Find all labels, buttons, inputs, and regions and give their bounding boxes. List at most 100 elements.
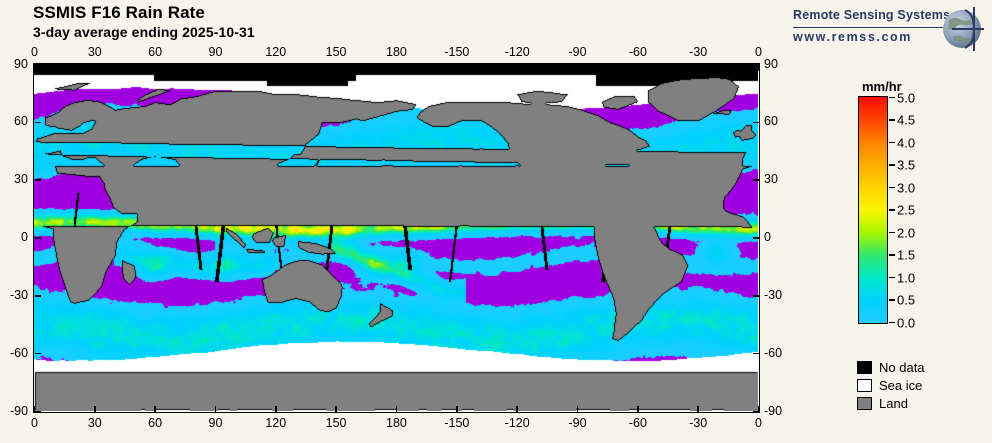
x-tick-bottom-7 xyxy=(456,405,458,412)
y-axis-label-left-6: -90 xyxy=(10,403,29,418)
x-axis-label-top-11: -30 xyxy=(689,45,708,59)
y-axis-label-right-1: 60 xyxy=(764,114,778,129)
colorbar-tick-7 xyxy=(889,254,895,256)
y-tick-right-4 xyxy=(752,295,759,297)
logo-divider xyxy=(793,27,945,28)
legend-swatch-land xyxy=(857,396,872,410)
legend-item-no-data: No data xyxy=(857,358,977,376)
colorbar-tick-label-8: 1.0 xyxy=(897,270,916,285)
colorbar-tick-label-2: 4.0 xyxy=(897,135,916,150)
y-tick-left-4 xyxy=(34,295,41,297)
x-axis-label-bottom-0: 0 xyxy=(31,416,38,430)
rain-rate-map[interactable] xyxy=(33,63,760,413)
x-tick-bottom-6 xyxy=(395,405,398,412)
y-axis-label-left-0: 90 xyxy=(14,56,28,71)
colorbar-tick-label-9: 0.5 xyxy=(897,292,916,308)
x-tick-top-12 xyxy=(757,64,760,71)
x-tick-bottom-2 xyxy=(154,405,156,412)
logo-url: www.remss.com xyxy=(793,30,912,44)
colorbar-unit-label: mm/hr xyxy=(862,79,902,94)
colorbar-gradient xyxy=(859,97,887,323)
x-axis-label-bottom-6: 180 xyxy=(386,416,407,430)
colorbar-tick-label-3: 3.5 xyxy=(897,157,916,173)
x-tick-top-10 xyxy=(637,64,639,71)
legend-swatch-sea-ice xyxy=(857,378,872,392)
colorbar-tick-8 xyxy=(889,276,895,279)
y-tick-right-0 xyxy=(752,63,759,66)
colorbar-tick-label-7: 1.5 xyxy=(897,247,916,263)
page-subtitle: 3-day average ending 2025-10-31 xyxy=(33,24,255,40)
y-axis-label-right-4: -30 xyxy=(764,287,783,302)
y-axis-label-left-4: -30 xyxy=(10,287,29,302)
colorbar-tick-9 xyxy=(889,299,895,301)
x-tick-bottom-0 xyxy=(33,405,36,412)
x-tick-top-1 xyxy=(94,64,96,71)
x-tick-top-7 xyxy=(456,64,458,71)
y-axis-label-right-3: 0 xyxy=(764,230,771,244)
y-tick-left-6 xyxy=(34,410,41,413)
legend-swatch-no-data xyxy=(857,360,872,374)
colorbar-tick-2 xyxy=(889,141,895,144)
x-axis-label-bottom-4: 120 xyxy=(265,416,287,430)
x-axis-label-bottom-2: 60 xyxy=(148,416,163,430)
x-axis-label-top-1: 30 xyxy=(87,45,102,59)
y-axis-label-left-3: 0 xyxy=(21,230,28,244)
x-tick-bottom-11 xyxy=(697,405,699,412)
y-tick-left-3 xyxy=(34,237,41,239)
x-tick-bottom-12 xyxy=(757,405,760,412)
colorbar xyxy=(858,96,888,324)
x-tick-top-6 xyxy=(395,64,398,71)
x-axis-label-top-4: 120 xyxy=(265,45,287,59)
y-axis-label-left-1: 60 xyxy=(14,114,28,129)
y-tick-right-5 xyxy=(752,352,759,355)
x-axis-label-bottom-1: 30 xyxy=(87,416,102,430)
y-tick-right-1 xyxy=(752,121,759,124)
colorbar-tick-4 xyxy=(889,186,895,189)
colorbar-tick-5 xyxy=(889,209,895,211)
y-tick-left-5 xyxy=(34,352,41,355)
y-axis-label-left-5: -60 xyxy=(10,345,29,360)
y-tick-left-1 xyxy=(34,121,41,124)
x-tick-top-2 xyxy=(154,64,156,71)
x-axis-label-top-3: 90 xyxy=(208,45,223,59)
rss-logo: Remote Sensing Systems www.remss.com xyxy=(793,7,984,53)
colorbar-tick-label-4: 3.0 xyxy=(897,180,916,195)
x-axis-label-top-5: 150 xyxy=(325,45,347,59)
colorbar-tick-label-10: 0.0 xyxy=(897,315,916,330)
colorbar-tick-0 xyxy=(889,96,895,99)
colorbar-tick-label-5: 2.5 xyxy=(897,202,916,218)
x-axis-label-top-10: -60 xyxy=(628,45,647,59)
x-tick-top-11 xyxy=(697,64,699,71)
x-tick-bottom-10 xyxy=(637,405,639,412)
x-axis-label-top-0: 0 xyxy=(31,45,38,59)
map-raster xyxy=(34,64,758,411)
colorbar-tick-1 xyxy=(889,119,895,121)
colorbar-tick-label-6: 2.0 xyxy=(897,225,916,240)
legend-label-land: Land xyxy=(879,395,908,411)
x-axis-label-bottom-10: -60 xyxy=(628,416,647,430)
x-tick-top-8 xyxy=(516,64,518,71)
y-tick-right-2 xyxy=(752,179,759,181)
x-tick-bottom-8 xyxy=(516,405,518,412)
logo-org-name: Remote Sensing Systems xyxy=(793,8,951,22)
x-tick-bottom-4 xyxy=(275,405,277,412)
x-axis-label-bottom-8: -120 xyxy=(504,416,530,430)
x-axis-label-top-7: -150 xyxy=(444,45,470,59)
colorbar-tick-3 xyxy=(889,164,895,166)
page-title: SSMIS F16 Rain Rate xyxy=(33,3,205,22)
y-axis-label-right-6: -90 xyxy=(764,403,783,418)
x-tick-bottom-9 xyxy=(576,405,579,412)
x-axis-label-bottom-12: 0 xyxy=(755,416,762,430)
x-tick-top-5 xyxy=(335,64,337,71)
colorbar-tick-10 xyxy=(889,321,895,324)
colorbar-tick-6 xyxy=(889,231,895,234)
x-tick-bottom-3 xyxy=(214,405,217,412)
x-tick-top-4 xyxy=(275,64,277,71)
y-tick-left-2 xyxy=(34,179,41,181)
x-axis-label-bottom-5: 150 xyxy=(325,416,347,430)
x-axis-label-bottom-3: 90 xyxy=(208,416,223,430)
colorbar-tick-label-1: 4.5 xyxy=(897,112,916,128)
y-tick-right-3 xyxy=(752,237,759,239)
x-axis-label-bottom-9: -90 xyxy=(568,416,587,430)
